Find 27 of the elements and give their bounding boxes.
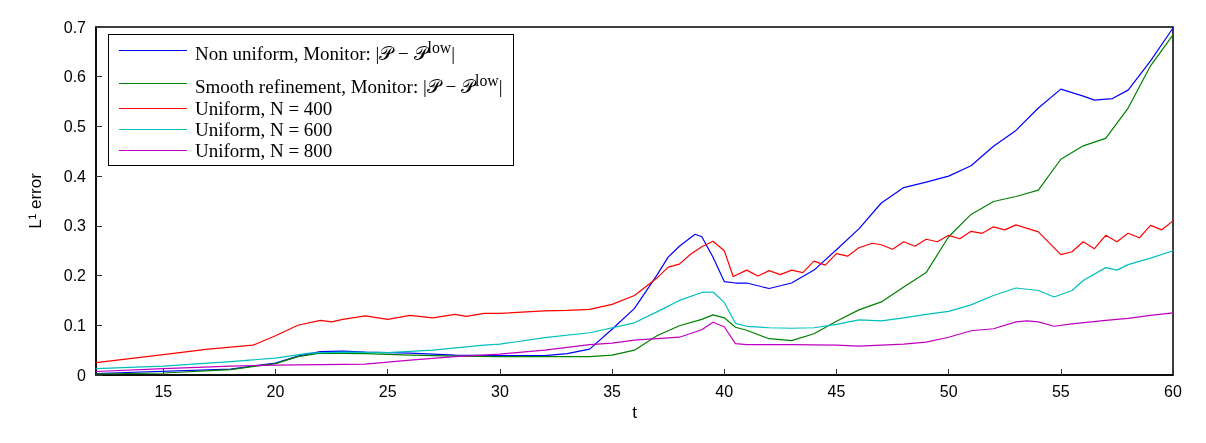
x-tick-label: 30 (490, 382, 509, 400)
x-tick-label: 15 (154, 382, 173, 400)
x-axis-title: t (632, 402, 638, 422)
x-tick-label: 50 (939, 382, 958, 400)
y-tick-label: 0.1 (63, 316, 87, 334)
y-axis-title: L¹ error (26, 172, 45, 229)
y-tick-label: 0.6 (63, 68, 87, 86)
legend-label: Uniform, N = 400 (195, 97, 333, 119)
line-series (95, 220, 1174, 364)
y-tick-label: 0.4 (63, 167, 87, 185)
y-tick-label: 0 (77, 366, 87, 384)
y-tick-label: 0.7 (63, 18, 87, 36)
y-tick-label: 0.3 (63, 217, 87, 235)
x-tick-label: 20 (266, 382, 285, 400)
legend-label: Uniform, N = 600 (195, 118, 333, 140)
x-tick-label: 60 (1164, 382, 1182, 400)
legend-label: Non uniform, Monitor: |𝒫 − 𝒫$^{low}$| (195, 38, 456, 65)
x-tick-label: 35 (603, 382, 622, 400)
legend-label: Uniform, N = 800 (195, 139, 333, 161)
legend-label: Smooth refinement, Monitor: |𝒫 − 𝒫$^{low}$| (195, 71, 503, 98)
line-series (95, 250, 1174, 370)
x-tick-label: 25 (378, 382, 397, 400)
x-tick-label: 40 (715, 382, 734, 400)
x-tick-label: 45 (827, 382, 846, 400)
y-tick-label: 0.5 (63, 117, 87, 135)
y-tick-label: 0.2 (63, 267, 87, 285)
x-tick-label: 55 (1051, 382, 1070, 400)
